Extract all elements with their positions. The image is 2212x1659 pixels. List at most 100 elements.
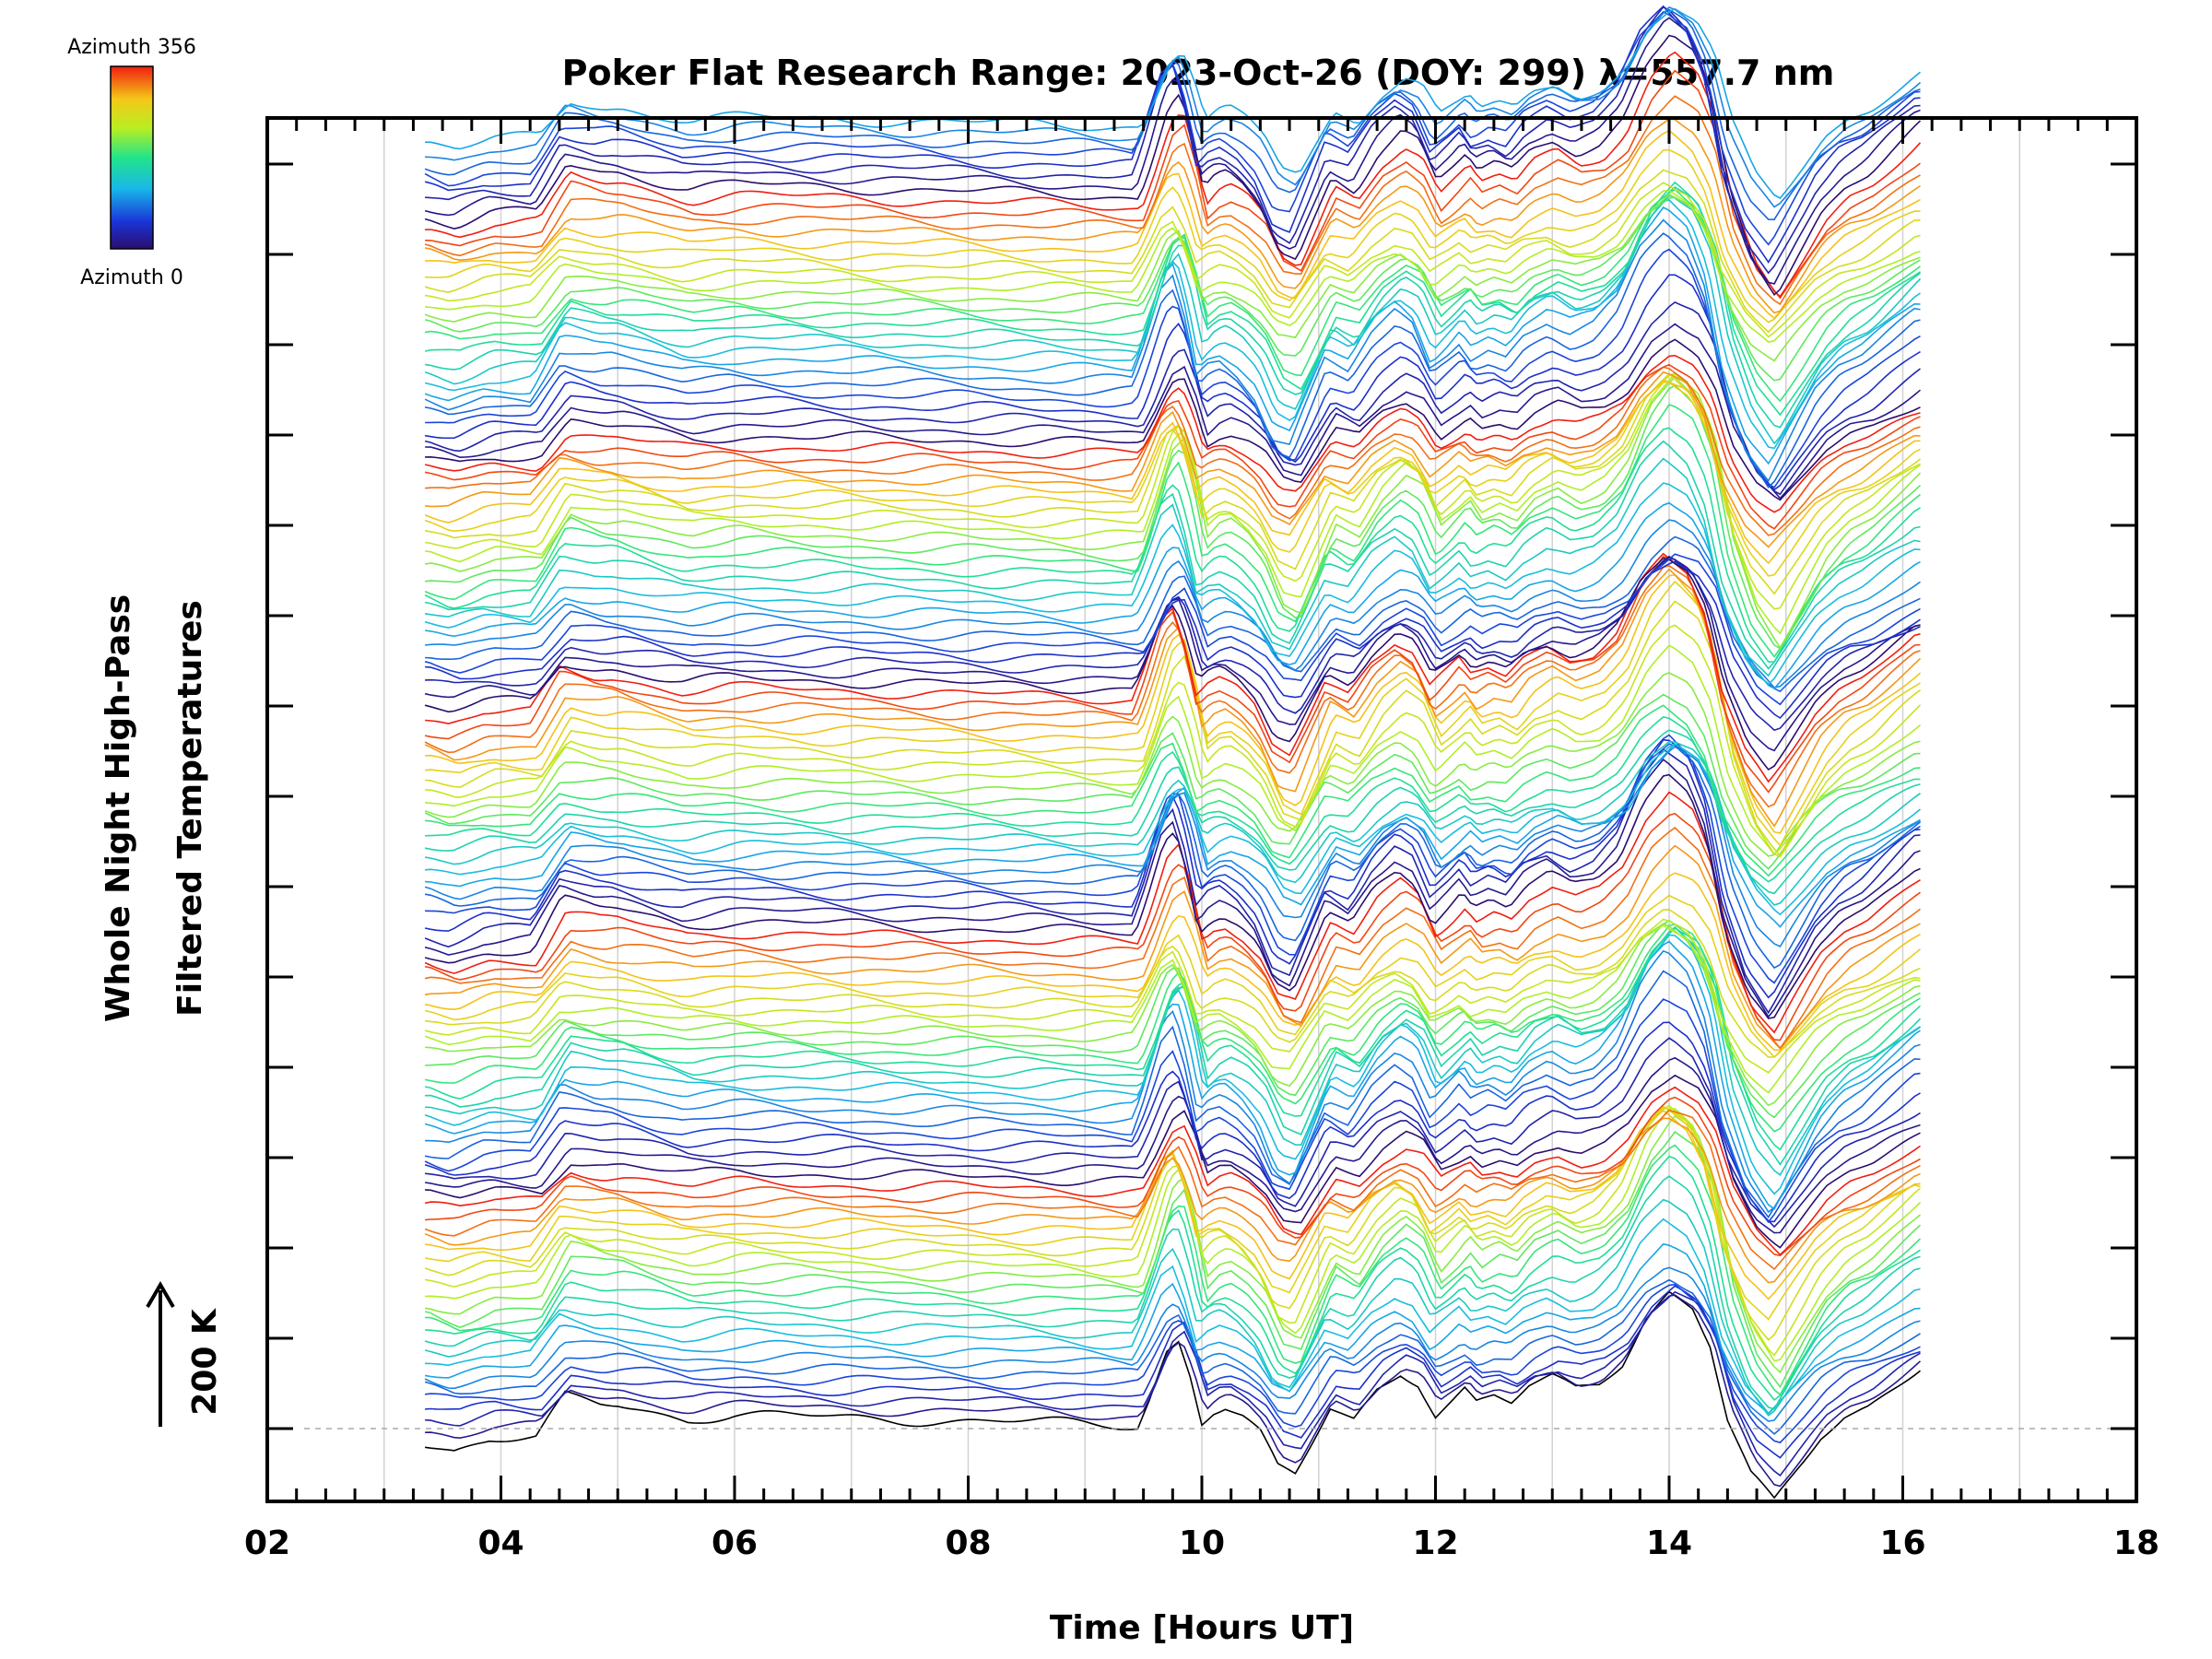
temperature-trace (424, 1198, 1921, 1417)
temperature-trace (424, 826, 1921, 1050)
temperature-trace (425, 704, 1921, 877)
temperature-trace (424, 501, 1921, 690)
temperature-trace (424, 672, 1921, 857)
temperature-trace (424, 354, 1921, 513)
temperature-trace (424, 1266, 1921, 1422)
temperature-trace (425, 1074, 1921, 1249)
temperature-trace (424, 375, 1922, 650)
temperature-trace (425, 1290, 1921, 1477)
temperature-trace (425, 366, 1921, 536)
temperature-trace (424, 934, 1921, 1195)
temperature-trace (424, 1104, 1922, 1357)
temperature-trace (424, 998, 1921, 1224)
temperature-trace (424, 232, 1921, 488)
temperature-trace (424, 693, 1921, 870)
x-tick-label: 08 (945, 1524, 991, 1562)
temperature-trace (424, 1278, 1921, 1435)
temperature-trace (425, 580, 1921, 847)
temperature-trace (424, 773, 1921, 1019)
temperature-trace (425, 624, 1922, 858)
temperature-trace (424, 10, 1921, 246)
temperature-trace (424, 1242, 1921, 1415)
temperature-trace (424, 1109, 1921, 1271)
temperature-trace (424, 844, 1921, 1050)
temperature-trace (424, 743, 1922, 970)
temperature-trace (424, 482, 1921, 686)
temperature-trace (425, 923, 1921, 1107)
temperature-trace (424, 970, 1921, 1219)
temperature-trace (424, 218, 1921, 483)
temperature-trace (425, 949, 1921, 1214)
temperature-trace (425, 323, 1922, 500)
temperature-trace (425, 560, 1921, 720)
temperature-trace (425, 338, 1921, 501)
x-tick-label: 06 (712, 1524, 758, 1562)
vertical-grid (383, 118, 2020, 1501)
temperature-trace (424, 740, 1921, 906)
temperature-trace (424, 918, 1921, 1074)
temperature-trace (424, 1114, 1922, 1374)
temperature-trace (424, 924, 1921, 1133)
temperature-trace (424, 909, 1921, 1058)
x-tick-labels: 02 04 06 08 10 12 14 16 18 (244, 1524, 2159, 1562)
temperature-trace (425, 1037, 1921, 1229)
temperature-trace (424, 1117, 1921, 1284)
temperature-trace (424, 169, 1921, 334)
temperature-trace (425, 716, 1921, 883)
temperature-trace (425, 519, 1921, 688)
colorbar-top-label: Azimuth 356 (67, 36, 196, 59)
temperature-trace (424, 363, 1921, 530)
temperature-trace (424, 1130, 1922, 1389)
temperature-trace (425, 1283, 1921, 1444)
temperature-trace (424, 1105, 1921, 1321)
temperature-trace (424, 557, 1921, 771)
temperature-trace (424, 95, 1921, 306)
temperature-trace (424, 894, 1922, 1059)
temperature-trace (424, 1086, 1921, 1256)
temperature-trace (425, 743, 1921, 928)
temperature-trace (424, 940, 1921, 1210)
x-tick-label: 14 (1646, 1524, 1692, 1562)
y-axis-label-line2: Filtered Temperatures (171, 600, 209, 1017)
temperature-trace (425, 7, 1922, 200)
temperature-trace (424, 747, 1921, 1015)
temperature-trace (424, 812, 1921, 1041)
temperature-trace (424, 404, 1922, 658)
scale-bar-label: 200 K (186, 1308, 224, 1416)
temperature-trace (425, 372, 1921, 635)
temperature-trace (424, 206, 1921, 465)
temperature-trace (424, 34, 1922, 297)
temperature-trace (424, 274, 1921, 491)
temperature-trace (424, 186, 1921, 429)
temperature-trace (425, 743, 1922, 916)
temperature-trace (424, 872, 1921, 1052)
temperature-trace (425, 248, 1921, 488)
temperature-trace (425, 1144, 1922, 1396)
temperature-trace (424, 791, 1921, 1034)
temperature-trace (424, 564, 1921, 808)
temperature-trace (425, 148, 1921, 324)
temperature-trace (424, 182, 1921, 338)
temperature-trace (425, 1218, 1921, 1415)
temperature-trace (424, 379, 1921, 565)
temperature-trace (425, 69, 1921, 300)
temperature-trace (424, 17, 1921, 285)
temperature-trace (424, 196, 1921, 382)
x-tick-label: 18 (2113, 1524, 2159, 1562)
temperature-trace (424, 927, 1922, 1151)
temperature-trace (424, 194, 1921, 362)
temperature-trace (424, 1175, 1921, 1410)
temperature-trace (424, 1056, 1921, 1234)
temperature-trace (425, 644, 1922, 856)
x-axis-label: Time [Hours UT] (1050, 1609, 1354, 1647)
temperature-trace (424, 729, 1921, 895)
axis-ticks (265, 118, 2138, 1501)
temperature-trace (424, 553, 1921, 706)
scale-bar-arrowhead (146, 1281, 175, 1309)
temperature-trace (425, 384, 1922, 650)
temperature-trace (424, 5, 1921, 264)
x-tick-label: 16 (1879, 1524, 1925, 1562)
y-axis-label-line1: Whole Night High-Pass (100, 594, 137, 1022)
temperature-trace (425, 371, 1921, 548)
temperature-trace (424, 427, 1921, 663)
